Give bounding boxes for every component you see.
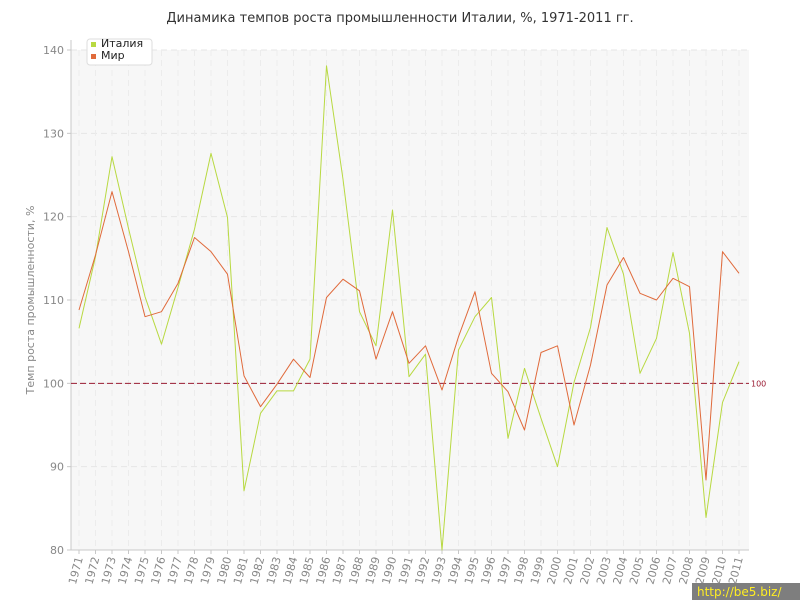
- y-axis-label: Темп роста промышленности, %: [24, 206, 37, 396]
- y-tick-label: 90: [50, 461, 64, 474]
- y-tick-label: 110: [43, 294, 64, 307]
- legend-box: [86, 38, 153, 66]
- y-axis-ticks: 80 90 100 110 120 130 140: [43, 44, 71, 557]
- watermark[interactable]: http://be5.biz/: [692, 583, 800, 600]
- axes: [70, 40, 749, 551]
- y-tick-label: 120: [43, 211, 64, 224]
- legend-swatch: [91, 42, 96, 47]
- legend-label[interactable]: Мир: [101, 49, 125, 62]
- watermark-link[interactable]: http://be5.biz/: [697, 585, 782, 599]
- watermark-background: [692, 583, 800, 600]
- y-tick-label: 80: [50, 544, 64, 557]
- y-tick-label: 140: [43, 44, 64, 57]
- series-line-Мир: [78, 191, 740, 481]
- reference-line: 100: [71, 379, 766, 388]
- grid-lines: [71, 49, 749, 551]
- legend-label[interactable]: Италия: [101, 37, 143, 50]
- legend-swatch: [91, 54, 96, 59]
- y-tick-label: 130: [43, 127, 64, 140]
- series-lines: [78, 65, 740, 551]
- reference-line-label: 100: [751, 379, 766, 388]
- chart-title: Динамика темпов роста промышленности Ита…: [166, 11, 633, 26]
- series-line-Италия: [78, 65, 740, 551]
- y-tick-label: 100: [43, 377, 64, 390]
